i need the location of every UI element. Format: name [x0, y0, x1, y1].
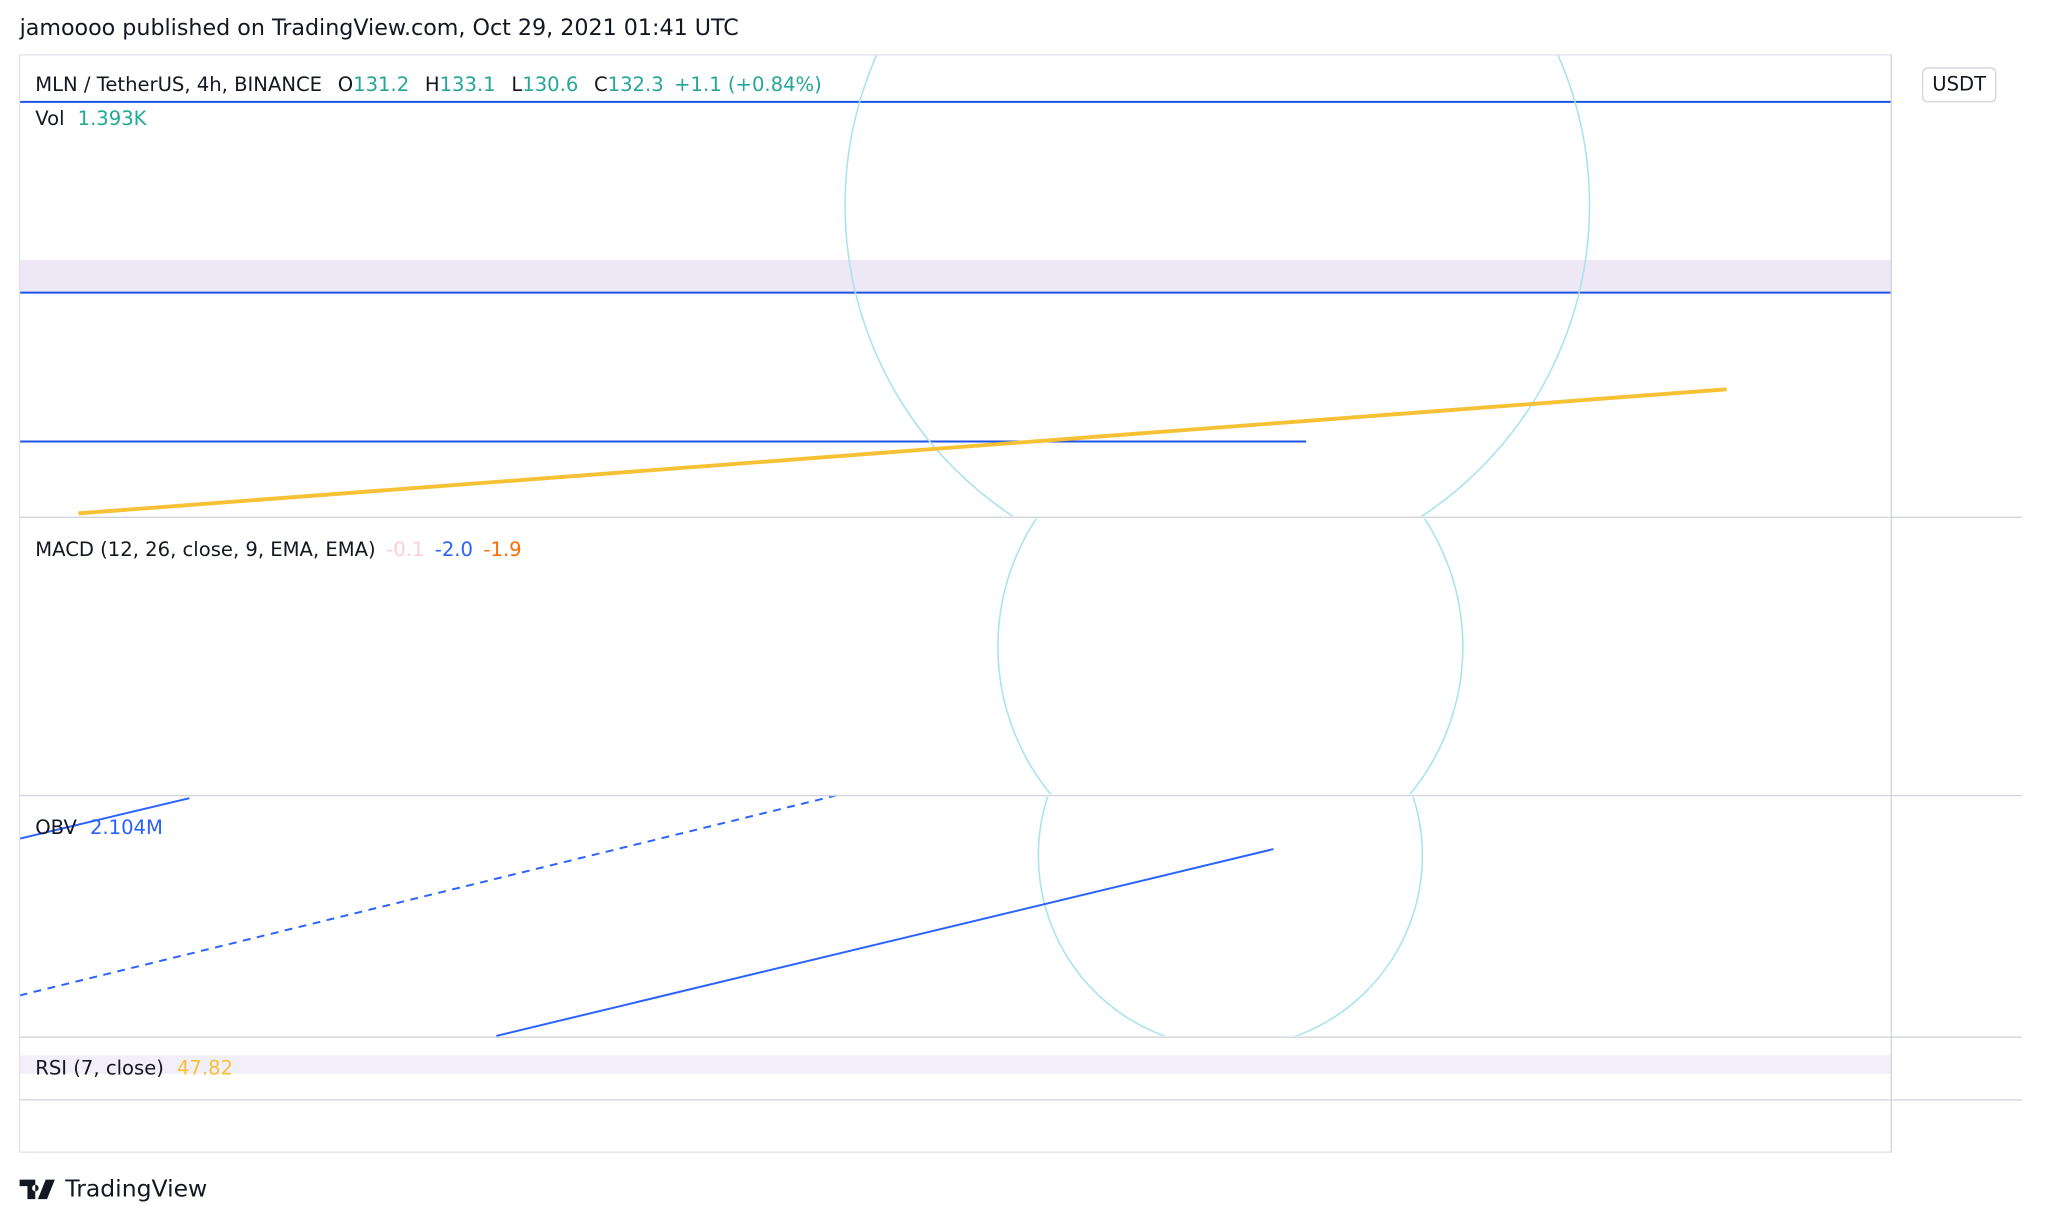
symbol: MLN / TetherUS, 4h, BINANCE — [35, 72, 322, 95]
currency: USDT — [1932, 72, 1987, 95]
publisher: jamoooo published on TradingView.com, Oc… — [19, 15, 739, 41]
legend-value: -1.9 — [483, 537, 521, 560]
legend: OBV 2.104M — [35, 816, 163, 839]
legend-label: C — [594, 72, 608, 95]
legend-value: 130.6 — [522, 72, 578, 95]
legend-title: OBV — [35, 816, 77, 839]
legend-label: H — [425, 72, 440, 95]
legend-label: O — [338, 72, 353, 95]
legend-title: MACD (12, 26, close, 9, EMA, EMA) — [35, 537, 375, 560]
legend-value: 133.1 — [440, 72, 496, 95]
legend-value: 2.104M — [90, 816, 163, 839]
legend-value: -2.0 — [435, 537, 473, 560]
trend-line — [496, 848, 1274, 1037]
legend-value: 131.2 — [353, 72, 409, 95]
currency-badge — [1921, 67, 1997, 103]
legend: MACD (12, 26, close, 9, EMA, EMA) -0.1 -2.… — [35, 537, 521, 560]
trend-line — [19, 794, 837, 997]
logo: TradingView — [19, 1175, 207, 1203]
legend-value: 1.393K — [78, 106, 148, 129]
legend: RSI (7, close) 47.82 — [35, 1056, 233, 1079]
legend-value: 132.3 — [608, 72, 664, 95]
circle — [1037, 796, 1424, 1036]
logo-icon — [19, 1179, 55, 1200]
rsi-band — [19, 1055, 1892, 1074]
legend: Vol 1.393K — [35, 106, 147, 129]
legend-title: RSI (7, close) — [35, 1056, 164, 1079]
legend-value: 47.82 — [177, 1056, 233, 1079]
legend-change: +1.1 (+0.84%) — [674, 72, 822, 95]
brand: TradingView — [64, 1175, 207, 1203]
circle — [844, 54, 1591, 516]
legend-value: -0.1 — [386, 537, 424, 560]
zone — [19, 259, 1892, 293]
legend: MLN / TetherUS, 4h, BINANCE O131.2 H133.1 L… — [35, 72, 822, 95]
legend-label: L — [511, 72, 522, 95]
legend-title: Vol — [35, 106, 64, 129]
trend-line — [78, 387, 1727, 516]
trend-line — [19, 797, 190, 840]
circle — [997, 518, 1464, 795]
